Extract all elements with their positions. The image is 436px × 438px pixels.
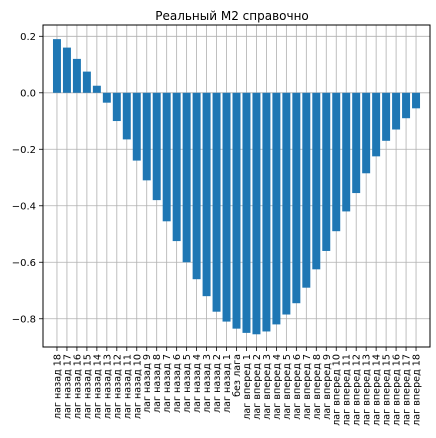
- x-tick-label: лаг назад 16: [72, 354, 83, 419]
- y-tick-label: −0.2: [12, 145, 36, 156]
- x-tick-label: лаг вперед 5: [282, 354, 293, 420]
- bar: [322, 92, 331, 251]
- y-tick-label: −0.6: [12, 258, 36, 269]
- x-tick-label: лаг назад 4: [192, 354, 203, 413]
- x-tick-label: лаг вперед 13: [362, 354, 373, 426]
- bars-group: [52, 39, 421, 335]
- x-tick-label: лаг вперед 7: [302, 354, 313, 420]
- y-tick-label: −0.4: [12, 201, 36, 212]
- bar: [312, 92, 321, 270]
- x-tick-label: лаг вперед 18: [412, 354, 423, 426]
- x-tick-label: лаг назад 5: [182, 354, 193, 413]
- x-tick-label: лаг вперед 8: [312, 354, 323, 420]
- x-tick-label: лаг назад 8: [152, 354, 163, 413]
- x-tick-label: лаг вперед 9: [322, 354, 333, 420]
- x-tick-label: лаг вперед 6: [292, 354, 303, 420]
- bar: [232, 92, 241, 329]
- x-tick-label: лаг вперед 11: [342, 354, 353, 426]
- x-tick-label: лаг назад 7: [162, 354, 173, 413]
- x-tick-label: лаг вперед 10: [332, 354, 343, 426]
- x-tick-label: лаг назад 15: [82, 354, 93, 419]
- bar: [392, 92, 401, 130]
- bar: [362, 92, 371, 174]
- bar: [342, 92, 351, 212]
- bar: [172, 92, 181, 242]
- x-tick-label: лаг вперед 16: [392, 354, 403, 426]
- x-tick-label: лаг вперед 15: [382, 354, 393, 426]
- x-tick-label: лаг назад 1: [222, 354, 233, 413]
- x-tick-label: лаг назад 6: [172, 354, 183, 413]
- bar: [372, 92, 381, 157]
- bar: [242, 92, 251, 333]
- bar: [302, 92, 311, 288]
- x-tick-label: лаг назад 2: [212, 354, 223, 413]
- bar: [182, 92, 191, 263]
- x-tick-label: лаг назад 10: [132, 354, 143, 419]
- bar: [142, 92, 151, 181]
- bar: [192, 92, 201, 280]
- y-tick-label: 0.2: [20, 32, 36, 43]
- bar: [292, 92, 301, 304]
- x-tick-label: лаг назад 17: [62, 354, 73, 419]
- x-tick-label: лаг назад 12: [112, 354, 123, 419]
- bar: [102, 92, 111, 103]
- bar: [382, 92, 391, 141]
- bar: [282, 92, 291, 315]
- x-tick-label: лаг назад 9: [142, 354, 153, 413]
- bar: [82, 71, 91, 93]
- bar: [52, 39, 61, 93]
- y-tick-label: −0.8: [12, 314, 36, 325]
- bar: [152, 92, 161, 201]
- x-tick-label: лаг назад 13: [102, 354, 113, 419]
- x-tick-label: без лага: [232, 354, 243, 397]
- bar: [92, 85, 101, 93]
- x-tick-label: лаг назад 3: [202, 354, 213, 413]
- bar: [132, 92, 141, 161]
- bar: [252, 92, 261, 335]
- y-axis: 0.2 0.0 −0.2 −0.4 −0.6 −0.8: [12, 32, 43, 325]
- bar: [62, 47, 71, 93]
- bar: [212, 92, 221, 312]
- bar: [402, 92, 411, 119]
- x-tick-label: лаг вперед 17: [402, 354, 413, 426]
- chart-title: Реальный М2 справочно: [155, 9, 309, 23]
- y-tick-label: 0.0: [20, 88, 36, 99]
- bar: [162, 92, 171, 222]
- x-tick-label: лаг назад 11: [122, 354, 133, 419]
- bar: [202, 92, 211, 297]
- x-tick-label: лаг назад 14: [92, 354, 103, 419]
- x-tick-label: лаг вперед 3: [262, 354, 273, 420]
- x-tick-label: лаг вперед 1: [242, 354, 253, 420]
- bar: [72, 58, 81, 93]
- x-tick-label: лаг вперед 14: [372, 354, 383, 426]
- bar: [222, 92, 231, 322]
- bar: [352, 92, 361, 194]
- bar: [112, 92, 121, 122]
- bar: [332, 92, 341, 232]
- bar: [122, 92, 131, 140]
- bar: [272, 92, 281, 325]
- x-tick-label: лаг назад 18: [52, 354, 63, 419]
- bar: [412, 92, 421, 109]
- bar: [262, 92, 271, 332]
- x-tick-label: лаг вперед 4: [272, 354, 283, 420]
- x-tick-label: лаг вперед 2: [252, 354, 263, 420]
- x-tick-label: лаг вперед 12: [352, 354, 363, 426]
